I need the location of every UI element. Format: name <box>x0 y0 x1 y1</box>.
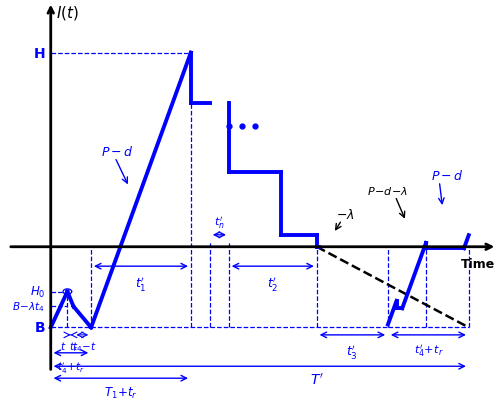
Text: $I(t)$: $I(t)$ <box>56 4 80 22</box>
Text: $B\!-\!\lambda t_4$: $B\!-\!\lambda t_4$ <box>12 300 44 313</box>
Text: $t_3'$: $t_3'$ <box>346 343 358 360</box>
Text: H: H <box>34 47 45 60</box>
Text: $t_r$: $t_r$ <box>69 339 78 353</box>
Text: $t_4'\!+\!t_r$: $t_4'\!+\!t_r$ <box>414 343 443 358</box>
Text: $T_1\!+\!t_r$: $T_1\!+\!t_r$ <box>104 385 138 400</box>
Text: Time: Time <box>460 258 495 271</box>
Text: $t_n'$: $t_n'$ <box>214 215 224 231</box>
Text: $t_1'$: $t_1'$ <box>135 274 147 292</box>
Text: $t_2'$: $t_2'$ <box>267 274 278 292</box>
Text: $t_4\!-\!t$: $t_4\!-\!t$ <box>72 339 97 353</box>
Text: $P\!-\!d\!-\!\lambda$: $P\!-\!d\!-\!\lambda$ <box>368 185 408 196</box>
Text: $T'$: $T'$ <box>310 372 324 388</box>
Text: $t$: $t$ <box>60 339 66 352</box>
Text: B: B <box>34 321 45 335</box>
Text: $t_4'\!+\!t_r$: $t_4'\!+\!t_r$ <box>57 360 85 375</box>
Text: $P - d$: $P - d$ <box>430 168 464 183</box>
Text: $-\lambda$: $-\lambda$ <box>336 207 354 222</box>
Text: $P - d$: $P - d$ <box>100 145 134 159</box>
Text: $H_0$: $H_0$ <box>30 284 45 299</box>
